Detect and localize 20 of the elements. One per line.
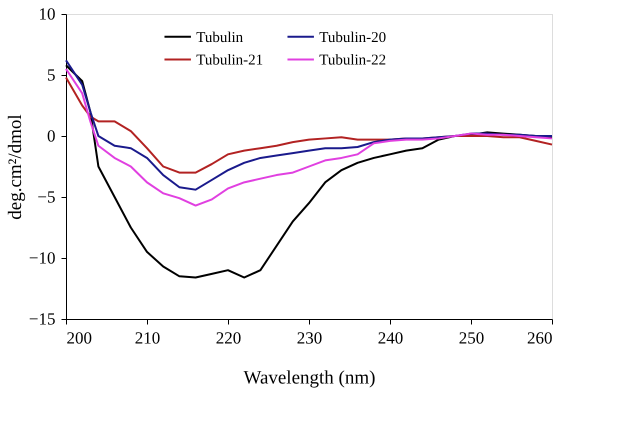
legend-label: Tubulin: [196, 30, 244, 46]
x-tick-label: 220: [216, 328, 242, 348]
x-tick-label: 260: [527, 328, 552, 348]
x-tick-label: 200: [66, 328, 92, 348]
y-tick-label: −15: [28, 310, 56, 328]
y-tick-label: 5: [47, 66, 56, 84]
y-tick-label: 0: [47, 126, 56, 146]
y-tick-label: −10: [28, 248, 56, 268]
x-tick-label: 250: [458, 328, 484, 348]
x-axis-title: Wavelength (nm): [244, 368, 376, 388]
y-tick-label: −5: [37, 188, 56, 206]
line-series: [65, 68, 553, 207]
x-tick-label: 230: [296, 328, 322, 348]
x-tick-label: 210: [134, 328, 160, 348]
legend-label: Tubulin-21: [196, 52, 264, 68]
y-tick-label: 10: [38, 4, 56, 24]
y-axis-title: deg.cm²/dmol: [4, 114, 26, 220]
legend-label: Tubulin-20: [319, 30, 386, 46]
x-tick-label: 240: [378, 328, 404, 348]
legend-label: Tubulin-22: [319, 52, 386, 68]
